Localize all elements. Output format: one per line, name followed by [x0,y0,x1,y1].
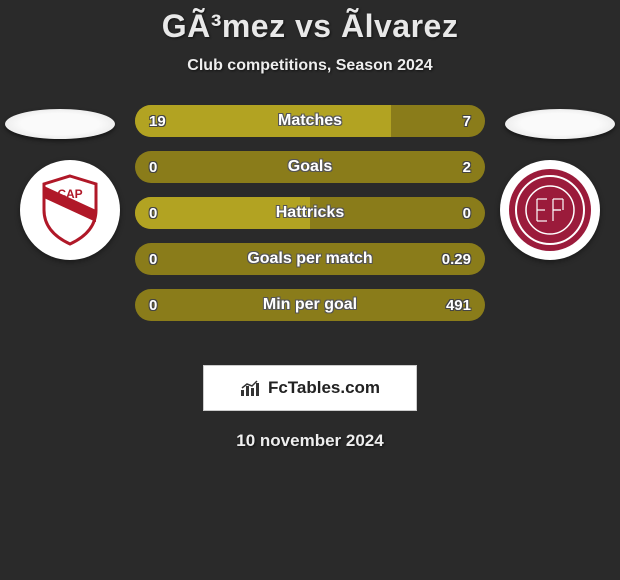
bar-label: Matches [135,105,485,137]
stat-bar: 00.29Goals per match [135,243,485,275]
club-crest-icon [507,167,593,253]
footer: FcTables.com 10 november 2024 [0,365,620,451]
brand-text: FcTables.com [268,378,380,398]
bar-label: Min per goal [135,289,485,321]
stat-bar: 02Goals [135,151,485,183]
stat-bars: 197Matches 02Goals 00Hattricks 00.29Goals p… [135,105,485,335]
comparison-content: CAP 197Matches 02Goals 00Hattricks 00.29Goa… [0,105,620,345]
player-avatar-left [5,109,115,139]
header: GÃ³mez vs Ãlvarez Club competitions, Sea… [0,0,620,75]
stat-bar: 197Matches [135,105,485,137]
bar-label: Goals per match [135,243,485,275]
page-title: GÃ³mez vs Ãlvarez [0,8,620,45]
team-badge-right [500,160,600,260]
team-badge-left: CAP [20,160,120,260]
chart-icon [240,379,262,397]
bar-label: Hattricks [135,197,485,229]
player-avatar-right [505,109,615,139]
bar-label: Goals [135,151,485,183]
crest-outer [509,169,591,251]
footer-date: 10 november 2024 [0,431,620,451]
page-subtitle: Club competitions, Season 2024 [0,57,620,75]
stat-bar: 00Hattricks [135,197,485,229]
stat-bar: 0491Min per goal [135,289,485,321]
shield-text: CAP [57,187,82,201]
shield-icon: CAP [30,170,110,250]
brand-box[interactable]: FcTables.com [203,365,417,411]
